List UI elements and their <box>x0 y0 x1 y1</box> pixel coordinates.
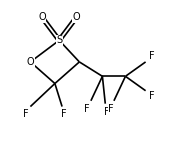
Text: F: F <box>23 109 29 119</box>
Text: F: F <box>149 91 154 102</box>
Text: F: F <box>61 109 66 119</box>
Text: F: F <box>149 51 154 61</box>
Text: S: S <box>56 35 62 45</box>
Text: O: O <box>38 12 46 22</box>
Text: F: F <box>104 107 109 117</box>
Text: F: F <box>84 104 89 114</box>
Text: O: O <box>27 57 34 67</box>
Text: O: O <box>73 12 80 22</box>
Text: F: F <box>108 104 114 114</box>
